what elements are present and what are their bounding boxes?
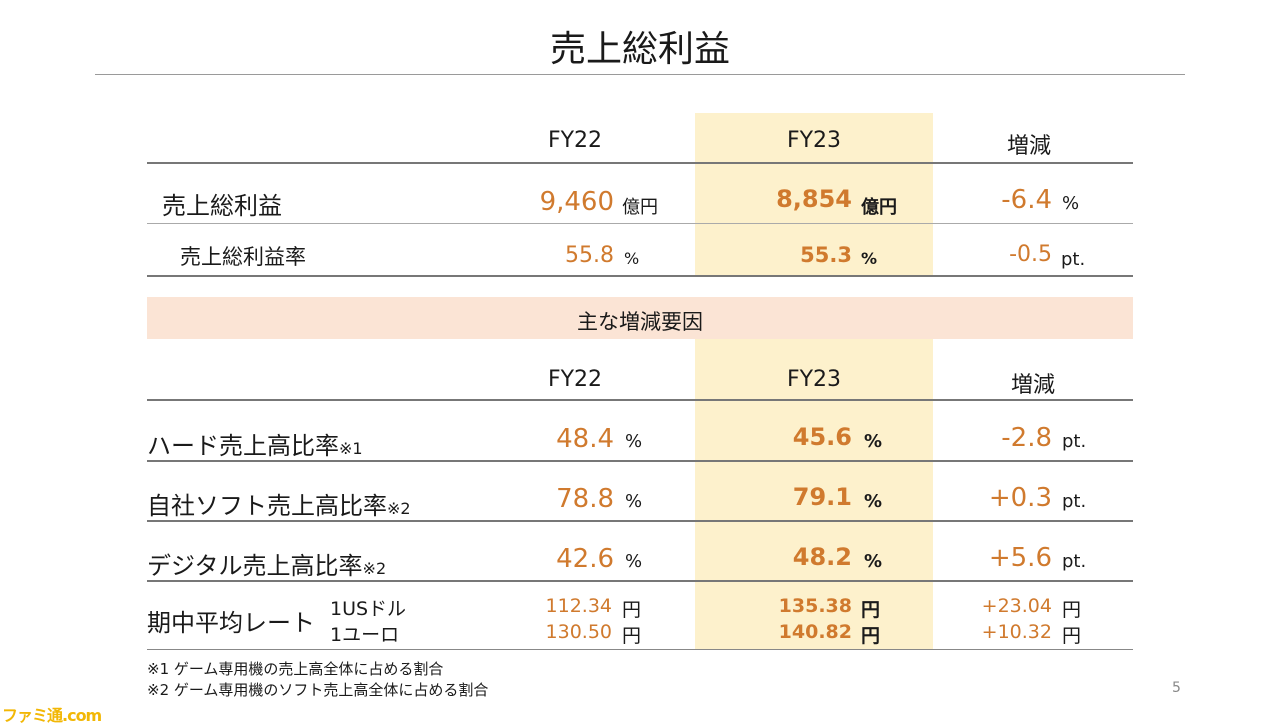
eur-diff: +10.32: [981, 621, 1052, 643]
usd-fy23-unit: 円: [861, 599, 881, 621]
software-ratio-diff: +0.3: [988, 483, 1052, 513]
table-rule: [147, 580, 1133, 582]
usd-diff: +23.04: [981, 595, 1052, 617]
factors-band: [147, 297, 1133, 339]
eur-fy22-unit: 円: [622, 625, 642, 647]
gross-profit-fy22: 9,460: [539, 187, 614, 217]
footnote-1: ※1 ゲーム専用機の売上高全体に占める割合: [147, 660, 444, 678]
digital-ratio-diff: +5.6: [988, 543, 1052, 573]
table-rule: [147, 649, 1133, 650]
usd-fy23: 135.38: [778, 595, 852, 617]
header-diff: 増減: [1010, 373, 1055, 398]
currency-eur: 1ユーロ: [330, 624, 400, 646]
hardware-ratio-fy23-unit: %: [864, 431, 883, 452]
software-ratio-fy22-unit: %: [625, 491, 643, 512]
digital-ratio-fy22-unit: %: [625, 551, 643, 572]
hardware-ratio-fy22-unit: %: [625, 431, 643, 452]
page-title: 売上総利益: [549, 29, 730, 70]
row-label-digital-ratio: デジタル売上高比率※2: [147, 552, 387, 580]
hardware-ratio-fy22: 48.4: [556, 424, 614, 454]
fy23-highlight-bottom: [695, 339, 933, 649]
gross-margin-diff: -0.5: [1009, 242, 1052, 267]
usd-fy22-unit: 円: [622, 599, 642, 621]
eur-fy22: 130.50: [545, 621, 612, 643]
software-ratio-diff-unit: pt.: [1062, 491, 1087, 512]
gross-margin-diff-unit: pt.: [1061, 249, 1086, 270]
table-rule: [147, 460, 1133, 462]
gross-margin-fy22-unit: %: [624, 249, 640, 268]
row-label-average-rate: 期中平均レート: [147, 609, 315, 637]
gross-profit-diff: -6.4: [1001, 185, 1052, 215]
digital-ratio-diff-unit: pt.: [1062, 551, 1087, 572]
hardware-ratio-diff: -2.8: [1001, 423, 1052, 453]
software-ratio-fy22: 78.8: [556, 484, 614, 514]
hardware-ratio-fy23: 45.6: [792, 423, 852, 451]
header-fy22: FY22: [547, 128, 603, 153]
watermark-logo: ファミ通.com: [2, 706, 102, 725]
usd-diff-unit: 円: [1062, 599, 1082, 621]
gross-margin-fy22: 55.8: [565, 243, 614, 268]
eur-fy23: 140.82: [778, 621, 852, 643]
header-fy23: FY23: [786, 128, 842, 153]
hardware-ratio-diff-unit: pt.: [1062, 431, 1087, 452]
table-rule: [147, 399, 1133, 401]
gross-profit-diff-unit: %: [1062, 193, 1080, 214]
digital-ratio-fy22: 42.6: [556, 544, 614, 574]
currency-usd: 1USドル: [330, 598, 407, 620]
software-ratio-fy23: 79.1: [792, 483, 852, 511]
header-fy23: FY23: [786, 367, 842, 392]
gross-profit-fy22-unit: 億円: [622, 197, 658, 218]
row-label-gross-profit: 売上総利益: [162, 192, 282, 220]
gross-margin-fy23: 55.3: [800, 243, 852, 267]
table-rule: [147, 162, 1133, 164]
digital-ratio-fy23-unit: %: [864, 551, 883, 572]
factors-title: 主な増減要因: [577, 310, 703, 334]
footnote-2: ※2 ゲーム専用機のソフト売上高全体に占める割合: [147, 681, 489, 699]
eur-diff-unit: 円: [1062, 625, 1082, 647]
header-diff: 増減: [1006, 134, 1051, 159]
table-rule: [147, 275, 1133, 277]
gross-profit-fy23: 8,854: [776, 185, 852, 213]
usd-fy22: 112.34: [545, 595, 612, 617]
table-rule: [147, 223, 1133, 224]
gross-margin-fy23-unit: %: [861, 249, 878, 268]
row-label-hardware-ratio: ハード売上高比率※1: [147, 432, 363, 460]
row-label-gross-margin: 売上総利益率: [180, 245, 306, 269]
row-label-first-party-software-ratio: 自社ソフト売上高比率※2: [147, 492, 411, 520]
software-ratio-fy23-unit: %: [864, 491, 883, 512]
title-divider: [95, 74, 1185, 75]
page-number: 5: [1172, 680, 1181, 696]
header-fy22: FY22: [547, 367, 603, 392]
digital-ratio-fy23: 48.2: [792, 543, 852, 571]
fy23-highlight-top: [695, 113, 933, 276]
eur-fy23-unit: 円: [861, 625, 881, 647]
table-rule: [147, 520, 1133, 522]
gross-profit-fy23-unit: 億円: [861, 197, 897, 218]
